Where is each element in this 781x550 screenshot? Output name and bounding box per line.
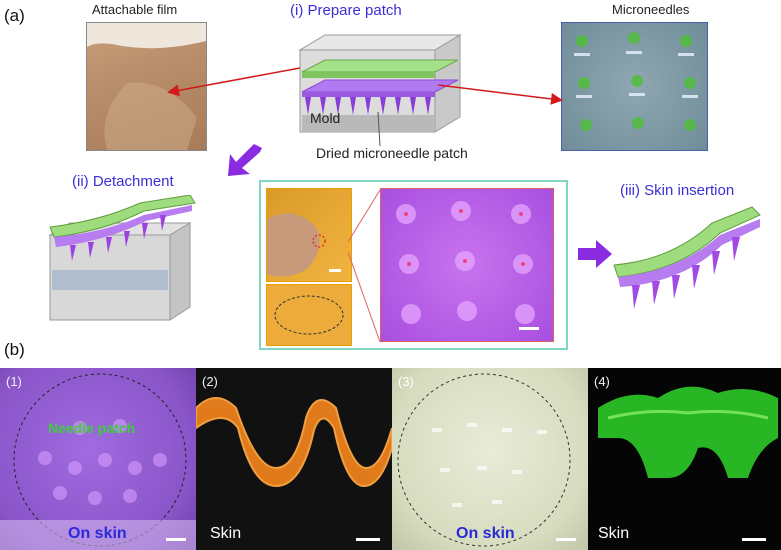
- center-figure-frame: [259, 180, 568, 350]
- detachment-label: (ii) Detachment: [72, 173, 174, 190]
- b-cell-3: (3) On skin: [392, 368, 588, 550]
- mold-label: Mold: [310, 110, 341, 126]
- skin-insertion-diagram: [613, 206, 761, 309]
- zoom-lines: [348, 189, 381, 343]
- magenta-needles-photo: [380, 188, 554, 342]
- attachable-film-label: Attachable film: [92, 2, 178, 17]
- microneedles-photo: [561, 22, 708, 151]
- b-cell-4-number: (4): [594, 374, 610, 389]
- b-cell-2-number: (2): [202, 374, 218, 389]
- panel-b-label: (b): [4, 340, 25, 359]
- purple-arrow-down-left: [228, 144, 262, 176]
- b-cell-2-caption: Skin: [210, 525, 242, 542]
- prepare-patch-label: (i) Prepare patch: [290, 2, 402, 19]
- b-cell-1: (1) Needle patch On skin: [0, 368, 196, 550]
- skin-insertion-label: (iii) Skin insertion: [620, 182, 735, 199]
- b-cell-4: (4) Skin: [588, 368, 781, 550]
- b-cell-1-number: (1): [6, 374, 22, 389]
- b-cell-3-number: (3): [398, 374, 414, 389]
- dried-patch-pointer: [377, 111, 381, 147]
- b-cell-1-caption: On skin: [68, 525, 127, 542]
- dried-patch-label: Dried microneedle patch: [316, 145, 468, 161]
- b-cell-3-caption: On skin: [456, 525, 515, 542]
- finger-photo: [266, 188, 352, 282]
- needle-patch-label: Needle patch: [48, 420, 136, 436]
- red-arrows: [167, 67, 563, 105]
- b-cell-2: (2) Skin: [196, 368, 392, 550]
- b-cell-4-caption: Skin: [598, 525, 630, 542]
- attachable-film-photo: [86, 22, 207, 151]
- purple-arrow-right: [578, 240, 612, 268]
- panel-a-label: (a): [4, 6, 25, 25]
- detachment-diagram: [48, 195, 196, 321]
- patch-closeup-photo: [266, 284, 352, 346]
- prepare-patch-diagram: [298, 34, 462, 133]
- microneedles-label: Microneedles: [612, 2, 690, 17]
